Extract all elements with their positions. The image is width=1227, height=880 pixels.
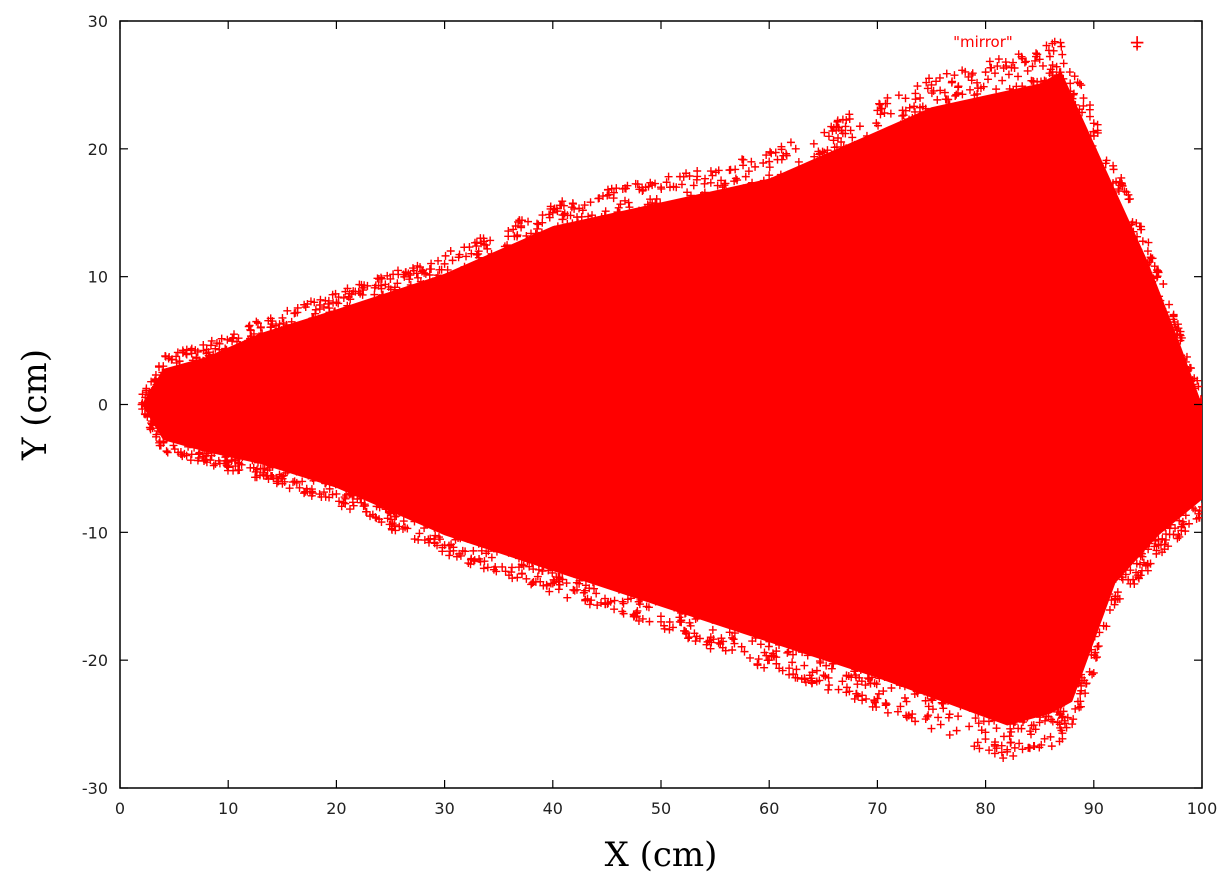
- x-tick-label: 0: [115, 799, 125, 818]
- y-axis-title: Y (cm): [15, 349, 55, 461]
- x-tick-label: 70: [867, 799, 887, 818]
- x-tick-label: 40: [543, 799, 563, 818]
- plot-area: [137, 37, 1202, 763]
- y-tick-label: -20: [82, 651, 108, 670]
- x-tick-label: 90: [1084, 799, 1104, 818]
- y-tick-label: 30: [88, 12, 108, 31]
- x-axis-title: X (cm): [605, 835, 718, 875]
- y-axis: -30 -20 -10 0 10 20 30: [82, 12, 1202, 798]
- x-tick-label: 30: [434, 799, 454, 818]
- x-tick-label: 100: [1187, 799, 1218, 818]
- y-tick-label: 10: [88, 268, 108, 287]
- x-tick-label: 80: [975, 799, 995, 818]
- y-tick-label: 20: [88, 140, 108, 159]
- legend-entry: "mirror": [953, 33, 1013, 51]
- scatter-markers: [137, 37, 1202, 763]
- x-tick-label: 10: [218, 799, 238, 818]
- legend-marker: +: [1129, 30, 1146, 54]
- y-tick-label: -30: [82, 779, 108, 798]
- x-tick-label: 60: [759, 799, 779, 818]
- x-tick-label: 20: [326, 799, 346, 818]
- point-cloud-core: [141, 71, 1202, 726]
- x-axis: 0 10 20 30 40 50 60 70 80 90 100: [115, 21, 1217, 818]
- x-tick-label: 50: [651, 799, 671, 818]
- y-tick-label: 0: [98, 396, 108, 415]
- point-cloud: [137, 37, 1202, 763]
- y-tick-label: -10: [82, 523, 108, 542]
